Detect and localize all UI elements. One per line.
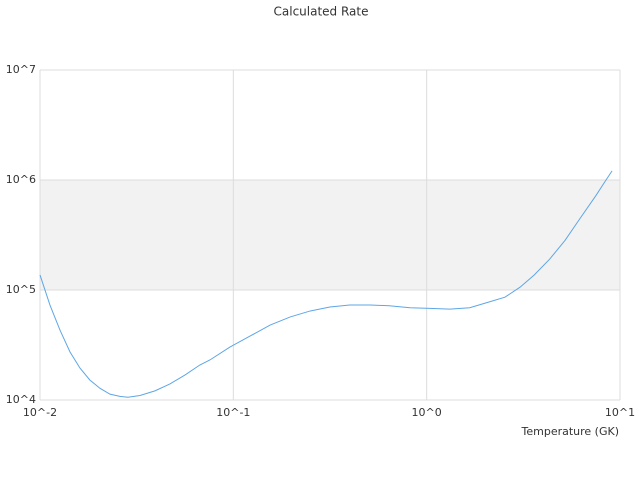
grid-band <box>40 180 620 290</box>
x-tick-label: 10^0 <box>412 406 442 419</box>
chart-title: Calculated Rate <box>274 5 369 19</box>
y-tick-label: 10^6 <box>6 173 36 186</box>
x-tick-label: 10^-1 <box>216 406 250 419</box>
x-axis-label: Temperature (GK) <box>521 425 620 438</box>
y-tick-label: 10^7 <box>6 63 36 76</box>
x-tick-label: 10^-2 <box>23 406 57 419</box>
y-tick-label: 10^4 <box>6 393 36 406</box>
y-tick-label: 10^5 <box>6 283 36 296</box>
x-tick-label: 10^1 <box>605 406 635 419</box>
line <box>39 170 613 398</box>
